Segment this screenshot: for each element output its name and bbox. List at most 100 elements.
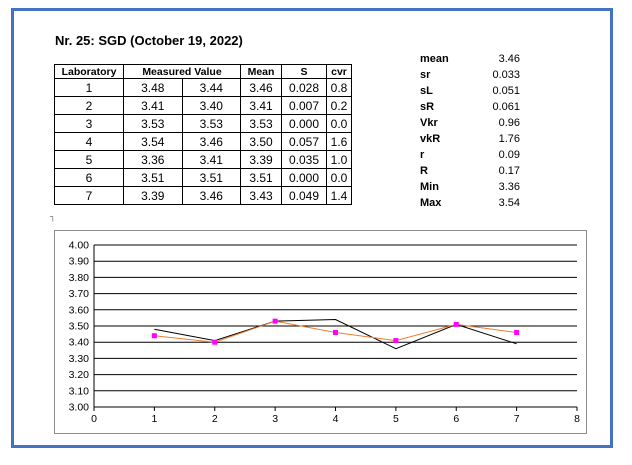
table-row: 5 3.36 3.41 3.39 0.035 1.0 [54, 150, 352, 169]
x-tick-label: 0 [91, 413, 97, 425]
stat-row: vkR 1.76 [420, 133, 520, 149]
stat-label: mean [420, 53, 449, 65]
cell-cvr: 0.8 [326, 78, 352, 97]
x-tick-label: 5 [393, 413, 399, 425]
cell-cvr: 1.4 [326, 186, 352, 205]
y-tick-label: 3.50 [69, 321, 90, 333]
cell-laboratory: 5 [54, 150, 124, 169]
stat-row: Max 3.54 [420, 197, 520, 213]
cell-measured-1: 3.53 [123, 114, 183, 133]
cell-measured-1: 3.48 [123, 78, 183, 97]
header-cvr: cvr [326, 64, 352, 79]
cell-s: 0.049 [281, 186, 327, 205]
cell-cvr: 0.0 [326, 114, 352, 133]
stat-value: 0.17 [498, 165, 520, 177]
stat-value: 0.061 [492, 101, 520, 113]
cell-s: 0.035 [281, 150, 327, 169]
cell-laboratory: 6 [54, 168, 124, 187]
stat-value: 0.09 [498, 149, 520, 161]
series-2-point [393, 338, 399, 344]
x-tick-label: 3 [272, 413, 278, 425]
stat-label: Vkr [420, 117, 438, 129]
stat-value: 1.76 [498, 133, 520, 145]
chart-area: 3.00 3.10 3.20 3.30 3.40 3.50 3.60 3.70 3.80 3.90… [54, 230, 587, 434]
cell-mean: 3.43 [240, 186, 282, 205]
cell-laboratory: 7 [54, 186, 124, 205]
stat-value: 0.051 [492, 85, 520, 97]
stat-label: R [420, 165, 428, 177]
report-title: Nr. 25: SGD (October 19, 2022) [55, 33, 243, 48]
cell-s: 0.000 [281, 168, 327, 187]
cell-s: 0.000 [281, 114, 327, 133]
x-tick-label: 1 [151, 413, 157, 425]
y-tick-label: 3.10 [69, 385, 90, 397]
table-row: 6 3.51 3.51 3.51 0.000 0.0 [54, 168, 352, 187]
cell-measured-2: 3.46 [181, 132, 241, 151]
table-header-row: Laboratory Measured Value Mean S cvr [54, 64, 352, 79]
stat-row: Vkr 0.96 [420, 117, 520, 133]
cell-mean: 3.50 [240, 132, 282, 151]
y-tick-label: 3.40 [69, 337, 90, 349]
cell-marker: ┐ [50, 212, 56, 221]
stat-label: sL [420, 85, 433, 97]
cell-measured-2: 3.44 [181, 78, 241, 97]
cell-cvr: 0.2 [326, 96, 352, 115]
stat-label: vkR [420, 133, 441, 145]
stat-row: sR 0.061 [420, 101, 520, 117]
cell-mean: 3.53 [240, 114, 282, 133]
table-row: 2 3.41 3.40 3.41 0.007 0.2 [54, 96, 352, 115]
cell-mean: 3.39 [240, 150, 282, 169]
header-laboratory: Laboratory [54, 64, 124, 79]
series-2-point [272, 318, 278, 324]
cell-measured-2: 3.53 [181, 114, 241, 133]
results-table: Laboratory Measured Value Mean S cvr 1 3.… [54, 64, 352, 205]
cell-mean: 3.46 [240, 78, 282, 97]
series-2-point [453, 321, 459, 327]
cell-laboratory: 4 [54, 132, 124, 151]
cell-s: 0.057 [281, 132, 327, 151]
stat-value: 3.46 [498, 53, 520, 65]
cell-measured-1: 3.39 [123, 186, 183, 205]
cell-measured-1: 3.54 [123, 132, 183, 151]
header-mean: Mean [240, 64, 282, 79]
cell-mean: 3.41 [240, 96, 282, 115]
y-tick-label: 3.30 [69, 353, 90, 365]
cell-measured-2: 3.46 [181, 186, 241, 205]
header-s: S [281, 64, 327, 79]
stat-row: Min 3.36 [420, 181, 520, 197]
y-tick-label: 3.80 [69, 272, 90, 284]
cell-mean: 3.51 [240, 168, 282, 187]
x-tick-label: 8 [574, 413, 580, 425]
x-tick-label: 6 [453, 413, 459, 425]
stat-row: sL 0.051 [420, 85, 520, 101]
cell-s: 0.028 [281, 78, 327, 97]
cell-cvr: 1.6 [326, 132, 352, 151]
stat-label: sR [420, 101, 435, 113]
stat-row: mean 3.46 [420, 53, 520, 69]
x-tick-label: 7 [514, 413, 520, 425]
y-tick-label: 3.70 [69, 288, 90, 300]
stat-row: R 0.17 [420, 165, 520, 181]
line-chart: 3.00 3.10 3.20 3.30 3.40 3.50 3.60 3.70 3.80 3.90… [69, 240, 581, 426]
series-2-point [333, 329, 338, 335]
stat-value: 3.36 [498, 181, 520, 193]
stat-value: 0.033 [492, 69, 520, 81]
series-2-point [212, 339, 218, 345]
cell-cvr: 1.0 [326, 150, 352, 169]
stat-label: Min [420, 181, 439, 193]
stat-label: sr [420, 69, 431, 81]
x-tick-label: 4 [333, 413, 339, 425]
table-row: 3 3.53 3.53 3.53 0.000 0.0 [54, 114, 352, 133]
series-2-point [151, 333, 157, 339]
table-row: 7 3.39 3.46 3.43 0.049 1.4 [54, 186, 352, 205]
stat-value: 0.96 [498, 117, 520, 129]
y-tick-label: 3.20 [69, 369, 90, 381]
cell-measured-1: 3.41 [123, 96, 183, 115]
statistics-panel: mean 3.46 sr 0.033 sL 0.051 sR 0.061 Vkr 0.96 vkR 1… [420, 53, 520, 213]
cell-laboratory: 3 [54, 114, 124, 133]
cell-laboratory: 2 [54, 96, 124, 115]
cell-s: 0.007 [281, 96, 327, 115]
cell-laboratory: 1 [54, 78, 124, 97]
series-2-point [514, 329, 520, 335]
cell-measured-2: 3.51 [181, 168, 241, 187]
